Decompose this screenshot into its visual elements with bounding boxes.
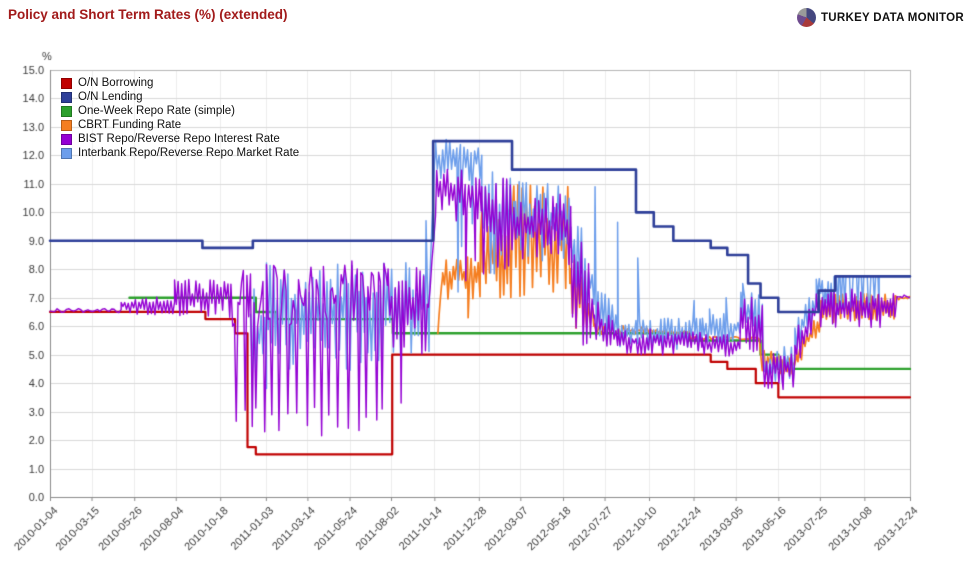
legend-item-on-lending: O/N Lending [61, 90, 299, 104]
legend-item-cbrt-funding: CBRT Funding Rate [61, 118, 299, 132]
legend-swatch-icon [61, 119, 72, 131]
legend-label: CBRT Funding Rate [78, 119, 182, 131]
logo-text: TURKEY DATA MONITOR [820, 11, 964, 24]
legend-item-on-borrowing: O/N Borrowing [61, 76, 299, 90]
legend-item-bist-repo: BIST Repo/Reverse Repo Interest Rate [61, 132, 299, 146]
legend-label: BIST Repo/Reverse Repo Interest Rate [78, 133, 280, 145]
legend-label: Interbank Repo/Reverse Repo Market Rate [78, 147, 300, 159]
legend-swatch-icon [61, 77, 72, 89]
legend-label: One-Week Repo Rate (simple) [78, 105, 236, 117]
legend-label: O/N Borrowing [78, 77, 154, 89]
legend-swatch-icon [61, 105, 72, 117]
page-title: Policy and Short Term Rates (%) (extende… [8, 7, 288, 22]
legend-item-one-week-repo: One-Week Repo Rate (simple) [61, 104, 299, 118]
legend-swatch-icon [61, 91, 72, 103]
pie-chart-logo-icon [796, 8, 816, 27]
logo: TURKEY DATA MONITOR [796, 8, 964, 27]
legend-swatch-icon [61, 147, 72, 159]
legend-item-interbank-repo: Interbank Repo/Reverse Repo Market Rate [61, 146, 299, 160]
legend-label: O/N Lending [78, 91, 143, 103]
legend-swatch-icon [61, 133, 72, 145]
chart-legend: O/N Borrowing O/N Lending One-Week Repo … [61, 76, 299, 160]
